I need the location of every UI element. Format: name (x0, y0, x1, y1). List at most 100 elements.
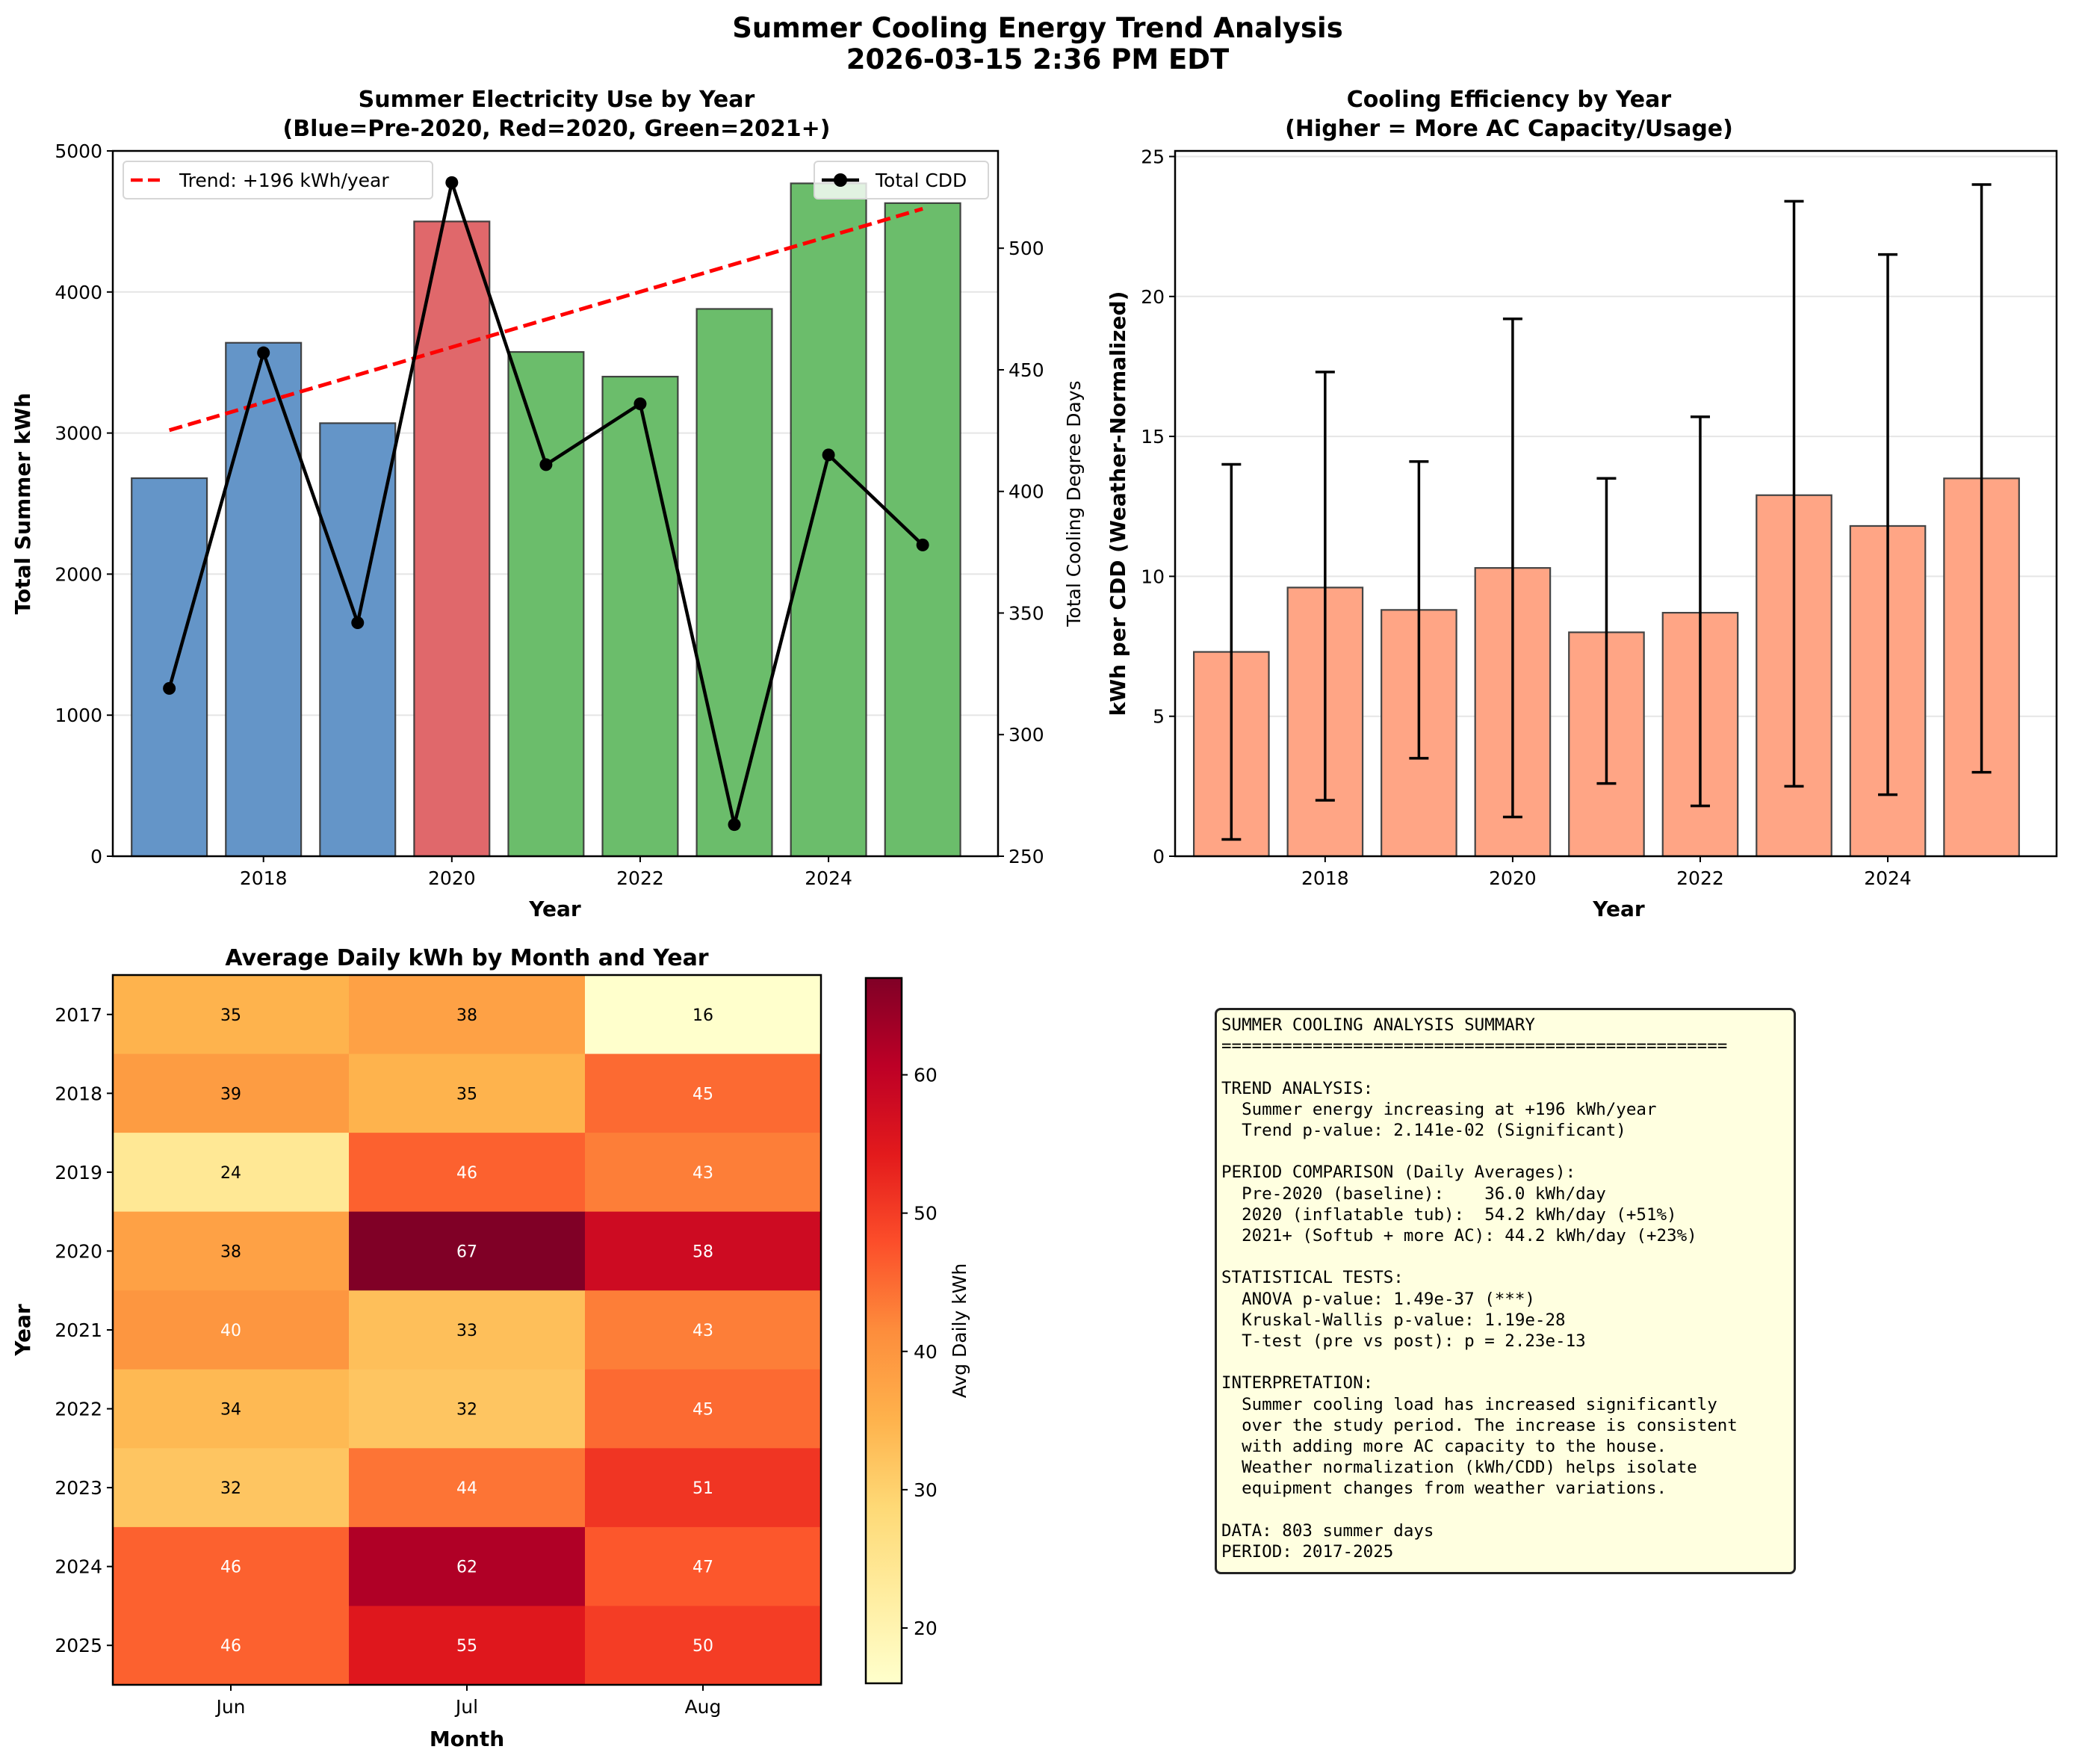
heatmap-cell-2025-Aug (585, 1606, 822, 1686)
heatmap-cell-label: 50 (692, 1637, 713, 1656)
summary-line: Kruskal-Wallis p-value: 1.19e-28 (1221, 1310, 1566, 1330)
summary-line: with adding more AC capacity to the hous… (1221, 1437, 1667, 1457)
cdd-legend-marker (834, 173, 847, 187)
heatmap-cell-2024-Jun (113, 1526, 350, 1606)
summary-line: TREND ANALYSIS: (1221, 1078, 1374, 1098)
x-tick-label: 2022 (1676, 867, 1724, 889)
heatmap-cell-2020-Jul (349, 1211, 586, 1291)
efficiency-chart: Cooling Efficiency by Year (Higher = Mor… (1106, 87, 2058, 921)
heatmap-cell-2024-Jul (349, 1526, 586, 1606)
y-tick-label: 2025 (55, 1635, 102, 1656)
y2-tick-label: 450 (1008, 359, 1044, 381)
heatmap-cell-label: 38 (456, 1006, 477, 1025)
y-tick-label: 2017 (55, 1004, 102, 1026)
heatmap-cell-2020-Jun (113, 1211, 350, 1291)
heatmap-cell-2020-Aug (585, 1211, 822, 1291)
heatmap-cell-label: 62 (456, 1559, 477, 1577)
efficiency-chart-title: Cooling Efficiency by Year (1347, 87, 1672, 113)
heatmap-cell-2022-Aug (585, 1369, 822, 1449)
summary-line: Trend p-value: 2.141e-02 (Significant) (1221, 1121, 1626, 1141)
summary-text-box: SUMMER COOLING ANALYSIS SUMMARY =========… (1215, 1008, 1796, 1574)
heatmap-cell-2017-Jul (349, 975, 586, 1055)
efficiency-y-axis-label: kWh per CDD (Weather-Normalized) (1106, 291, 1130, 717)
heatmap-cell-2017-Jun (113, 975, 350, 1055)
x-tick-label: 2022 (616, 867, 664, 889)
heatmap-cell-2021-Jul (349, 1290, 586, 1370)
y-tick-label: 2018 (55, 1083, 102, 1104)
summary-line: 2020 (inflatable tub): 54.2 kWh/day (+51… (1221, 1204, 1677, 1225)
heatmap-cell-label: 67 (456, 1242, 477, 1261)
y-tick-label: 2023 (55, 1477, 102, 1499)
summary-line: PERIOD COMPARISON (Daily Averages): (1221, 1163, 1576, 1183)
cdd-point-2023 (728, 818, 741, 832)
summary-line: Summer energy increasing at +196 kWh/yea… (1221, 1099, 1657, 1119)
efficiency-x-axis-label: Year (1592, 897, 1645, 921)
y-tick-label: 2000 (55, 563, 102, 585)
heatmap-cell-label: 45 (692, 1401, 713, 1420)
heatmap-cell-label: 35 (220, 1006, 241, 1025)
y-tick-label: 2024 (55, 1556, 102, 1578)
summary-line (1221, 1056, 1789, 1077)
x-tick-label: 2024 (805, 867, 852, 889)
heatmap-cell-2022-Jun (113, 1369, 350, 1449)
summary-line: 2021+ (Softub + more AC): 44.2 kWh/day (… (1221, 1226, 1697, 1246)
cdd-legend: Total CDD (814, 161, 989, 199)
trend-legend: Trend: +196 kWh/year (123, 161, 433, 199)
heatmap-title: Average Daily kWh by Month and Year (225, 945, 708, 971)
colorbar-tick-label: 50 (914, 1203, 938, 1225)
cdd-point-2024 (822, 448, 835, 462)
kwh-bar-2021 (507, 350, 585, 858)
heatmap-cell-label: 46 (220, 1559, 241, 1577)
heatmap-cell-label: 58 (692, 1242, 713, 1261)
y-tick-label: 2022 (55, 1399, 102, 1420)
heatmap-cell-label: 34 (220, 1401, 241, 1420)
figure-title: Summer Cooling Energy Trend Analysis (732, 12, 1343, 44)
summary-line: equipment changes from weather variation… (1221, 1479, 1667, 1499)
heatmap-cell-label: 43 (692, 1322, 713, 1340)
heatmap-chart: Average Daily kWh by Month and Year 35 38… (10, 945, 970, 1751)
y-tick-label: 20 (1141, 286, 1165, 308)
trend-legend-label: Trend: +196 kWh/year (179, 170, 389, 191)
heatmap-cell-label: 51 (692, 1479, 713, 1498)
heatmap-cell-label: 43 (692, 1164, 713, 1183)
summary-line: STATISTICAL TESTS: (1221, 1268, 1404, 1288)
heatmap-cell-label: 45 (692, 1085, 713, 1104)
y2-tick-label: 400 (1008, 481, 1044, 503)
heatmap-y-axis-label: Year (10, 1304, 35, 1357)
heatmap-cell-label: 24 (220, 1164, 241, 1183)
summary-line: SUMMER COOLING ANALYSIS SUMMARY (1221, 1015, 1535, 1035)
heatmap-cell-2021-Aug (585, 1290, 822, 1370)
y-tick-label: 25 (1141, 146, 1165, 167)
trend-line (168, 207, 923, 433)
x-tick-label: 2018 (240, 867, 288, 889)
kwh-bar-2023 (695, 308, 773, 858)
heatmap-cell-2025-Jun (113, 1606, 350, 1686)
electricity-plot-frame (111, 149, 1000, 858)
electricity-y2-axis-label: Total Cooling Degree Days (1063, 380, 1085, 627)
heatmap-cell-2019-Aug (585, 1133, 822, 1213)
efficiency-chart-subtitle: (Higher = More AC Capacity/Usage) (1285, 116, 1733, 142)
heatmap-cell-2018-Jun (113, 1053, 350, 1133)
kwh-bar-2018 (225, 341, 303, 858)
cdd-legend-label: Total CDD (875, 170, 967, 191)
kwh-bar-2020 (413, 220, 491, 858)
x-tick-label: 2020 (1489, 867, 1537, 889)
y-tick-label: 1000 (55, 705, 102, 726)
y-tick-label: 4000 (55, 282, 102, 303)
heatmap-cell-label: 40 (220, 1322, 241, 1340)
heatmap-cell-2017-Aug (585, 975, 822, 1055)
kwh-bar-2017 (131, 477, 208, 858)
y-tick-label: 2020 (55, 1240, 102, 1262)
heatmap-cell-label: 38 (220, 1242, 241, 1261)
summary-line: over the study period. The increase is c… (1221, 1415, 1738, 1435)
y-tick-label: 5 (1153, 706, 1165, 728)
y2-tick-label: 300 (1008, 724, 1044, 746)
x-tick-label: Jul (454, 1696, 478, 1718)
electricity-chart-subtitle: (Blue=Pre-2020, Red=2020, Green=2021+) (283, 116, 831, 142)
heatmap-cell-2023-Aug (585, 1448, 822, 1528)
cdd-point-2021 (539, 458, 553, 471)
summary-line: Pre-2020 (baseline): 36.0 kWh/day (1221, 1183, 1606, 1204)
figure-subtitle: 2026-03-15 2:36 PM EDT (846, 43, 1230, 75)
heatmap-cell-2018-Aug (585, 1053, 822, 1133)
colorbar-tick-label: 20 (914, 1618, 938, 1639)
